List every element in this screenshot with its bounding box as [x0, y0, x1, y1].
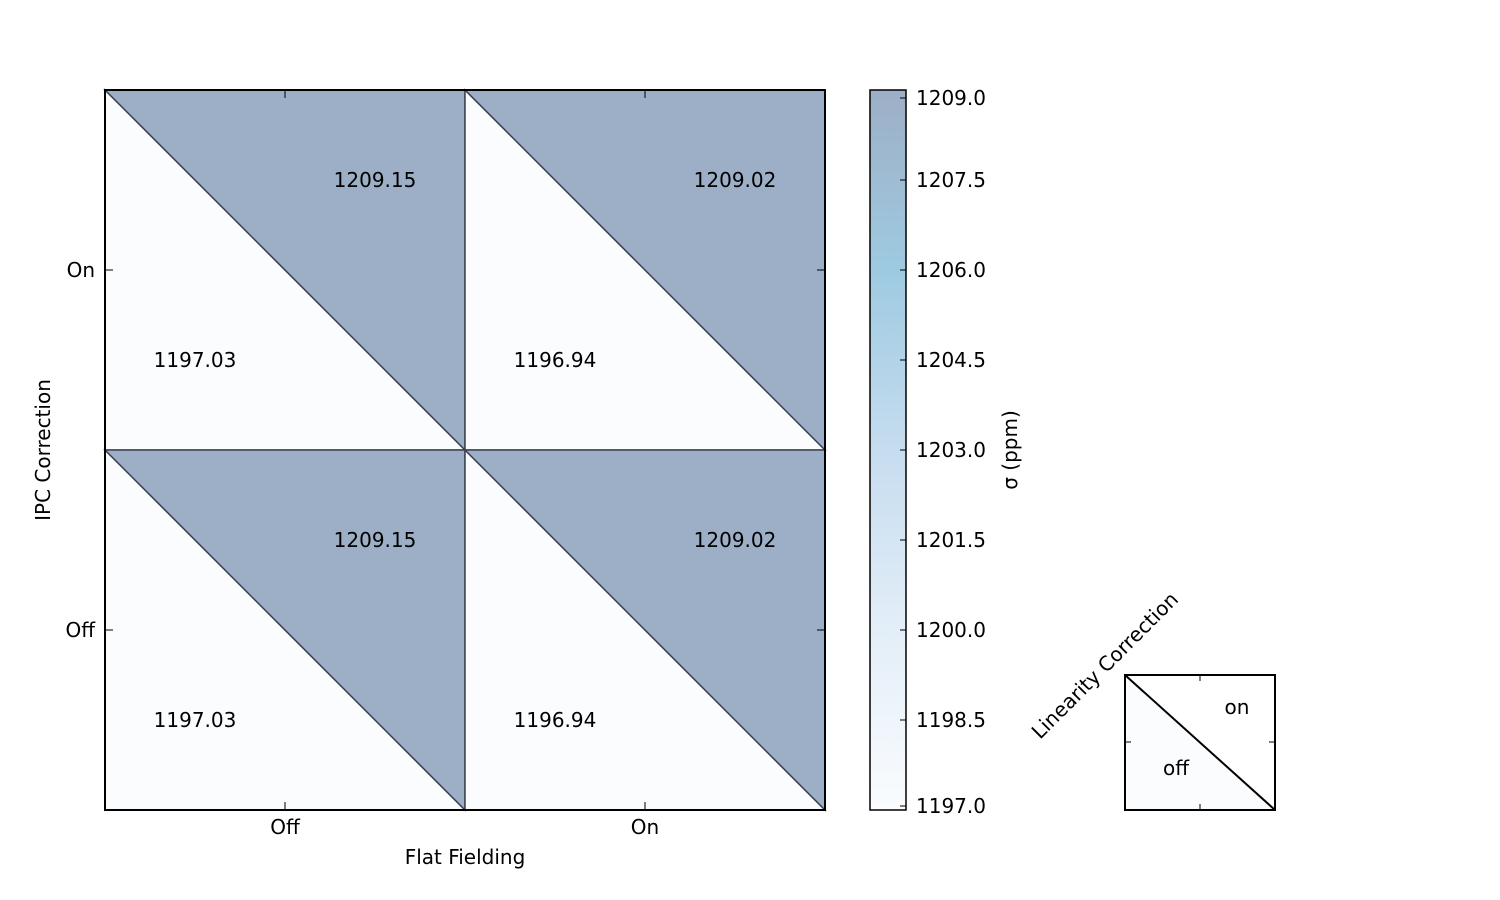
- heatmap-cells: [103, 88, 827, 812]
- colorbar-tick-label: 1209.0: [916, 86, 986, 110]
- colorbar-tick-label: 1201.5: [916, 528, 986, 552]
- colorbar-tick-label: 1200.0: [916, 618, 986, 642]
- heatmap-frame: [104, 89, 826, 811]
- cell-value-label-off: 1196.94: [514, 708, 597, 732]
- colorbar-tick-label: 1204.5: [916, 348, 986, 372]
- colorbar-tick-label: 1197.0: [916, 794, 986, 818]
- cell-value-label-on: 1209.02: [694, 168, 777, 192]
- cell-value-label-off: 1197.03: [154, 708, 237, 732]
- x-axis-label: Flat Fielding: [405, 845, 526, 869]
- cell-value-label-on: 1209.15: [334, 168, 417, 192]
- heatmap-axis-ticks: Off On On Off: [65, 90, 825, 839]
- cell-value-label-on: 1209.15: [334, 528, 417, 552]
- legend-upper-label: on: [1225, 695, 1250, 719]
- linearity-legend: on off Linearity Correction: [1027, 587, 1276, 811]
- cell-value-label-off: 1197.03: [154, 348, 237, 372]
- cell-value-label-off: 1196.94: [514, 348, 597, 372]
- colorbar-ticks: 1197.0 1198.5 1200.0 1201.5 1203.0 1204.5 1206…: [900, 86, 986, 818]
- legend-lower-label: off: [1163, 756, 1190, 780]
- colorbar-tick-label: 1203.0: [916, 438, 986, 462]
- x-tick-label: On: [631, 815, 659, 839]
- colorbar-tick-label: 1198.5: [916, 708, 986, 732]
- colorbar-tick-label: 1206.0: [916, 258, 986, 282]
- x-tick-label: Off: [270, 815, 301, 839]
- cell-value-label-on: 1209.02: [694, 528, 777, 552]
- y-axis-label: IPC Correction: [31, 379, 55, 521]
- colorbar-tick-label: 1207.5: [916, 168, 986, 192]
- heatmap-value-labels: 1209.15 1197.03 1209.02 1196.94 1209.15 1197.…: [154, 168, 777, 732]
- legend-diagonal: [1124, 674, 1276, 811]
- colorbar-label: σ (ppm): [998, 410, 1022, 490]
- y-tick-label: On: [67, 258, 95, 282]
- y-tick-label: Off: [65, 618, 96, 642]
